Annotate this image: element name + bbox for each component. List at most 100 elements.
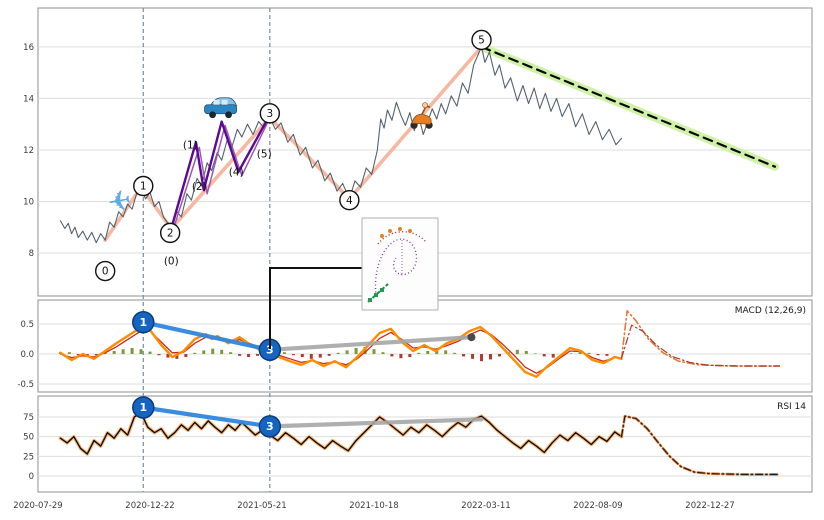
macd-histogram-bar bbox=[542, 354, 546, 357]
subwave-label: (2) bbox=[192, 181, 207, 193]
y-tick-label: 0 bbox=[29, 472, 34, 482]
macd-histogram-bar bbox=[112, 351, 116, 355]
macd-histogram-bar bbox=[578, 352, 582, 355]
rsi-trend-gray bbox=[267, 417, 484, 429]
macd-histogram-bar bbox=[336, 352, 340, 355]
y-tick-label: 75 bbox=[23, 413, 34, 423]
macd-histogram-bar bbox=[130, 348, 134, 355]
x-tick-label: 2022-08-09 bbox=[573, 501, 622, 511]
macd-histogram-bar bbox=[76, 354, 80, 356]
airplane-glyph: ✈ bbox=[105, 183, 134, 220]
rsi-line bbox=[59, 412, 623, 455]
wave-marker-2 bbox=[159, 222, 181, 244]
macd-histogram-bar bbox=[157, 354, 161, 356]
subwave-alt bbox=[172, 116, 271, 230]
wave-marker-label: 0 bbox=[102, 266, 109, 278]
macd-histogram-bar bbox=[220, 349, 224, 355]
macd-histogram-bar bbox=[318, 354, 322, 358]
macd-histogram-bar bbox=[256, 354, 260, 356]
y-tick-label: 50 bbox=[23, 433, 34, 443]
airplane-icon: ✈ bbox=[105, 183, 134, 220]
y-tick-label: 16 bbox=[23, 43, 34, 53]
macd-histogram-bar bbox=[444, 350, 448, 355]
scooter-icon bbox=[410, 102, 433, 129]
macd-histogram-bar bbox=[229, 352, 233, 355]
macd-histogram-bar bbox=[488, 354, 492, 360]
macd-histogram-bar bbox=[524, 351, 528, 355]
macd-histogram-bar bbox=[166, 354, 170, 358]
wave-marker-label: 3 bbox=[266, 108, 273, 120]
wave-marker-4 bbox=[339, 189, 360, 211]
macd-histogram-bar bbox=[587, 352, 591, 355]
macd-histogram-bar bbox=[426, 351, 430, 355]
macd-histogram-bar bbox=[471, 354, 475, 359]
macd-histogram-bar bbox=[67, 352, 71, 355]
y-tick-label: 12 bbox=[23, 146, 34, 156]
wave-marker-label: 5 bbox=[478, 35, 485, 47]
y-tick-label: 10 bbox=[23, 197, 34, 207]
macd-trend-end-dot bbox=[467, 333, 476, 342]
macd-histogram-bar bbox=[345, 350, 349, 355]
roller-coaster-inset bbox=[361, 217, 439, 311]
macd-histogram-bar bbox=[327, 354, 331, 356]
macd-histogram-bar bbox=[497, 354, 501, 357]
macd-histogram-bar bbox=[193, 352, 197, 355]
x-tick-label: 2020-12-22 bbox=[125, 501, 174, 511]
macd-point-1 bbox=[132, 310, 155, 334]
macd-histogram-bar bbox=[372, 349, 376, 355]
forecast-dashed bbox=[480, 45, 777, 168]
rsi-point-label: 3 bbox=[266, 420, 274, 433]
macd-histogram-bar bbox=[515, 349, 519, 355]
macd-histogram-bar bbox=[417, 352, 421, 355]
subwave-label: (4) bbox=[229, 167, 244, 179]
macd-point-label: 3 bbox=[266, 343, 274, 356]
wave-marker-0 bbox=[94, 260, 116, 282]
rsi-trend-blue bbox=[141, 405, 272, 429]
signal-forecast bbox=[620, 324, 781, 367]
macd-histogram-bar bbox=[238, 354, 242, 356]
macd-histogram-bar bbox=[390, 354, 394, 357]
subwave-main bbox=[170, 117, 269, 230]
macd-histogram-bar bbox=[175, 354, 179, 359]
car-icon bbox=[204, 97, 238, 119]
y-tick-label: 8 bbox=[29, 249, 34, 259]
y-tick-label: 25 bbox=[23, 452, 34, 462]
macd-histogram-bar bbox=[121, 349, 125, 355]
macd-histogram-bar bbox=[408, 354, 412, 358]
macd-histogram-bar bbox=[453, 352, 457, 355]
macd-histogram-bar bbox=[399, 354, 403, 359]
macd-histogram-bar bbox=[309, 354, 313, 359]
macd-histogram-bar bbox=[291, 354, 295, 356]
inset-connector-line bbox=[269, 267, 362, 349]
macd-histogram-bar bbox=[596, 354, 600, 356]
rsi-point-1 bbox=[132, 396, 155, 419]
macd-histogram-bar bbox=[211, 348, 215, 355]
y-tick-label: -0.5 bbox=[17, 380, 34, 390]
macd-histogram-bar bbox=[184, 354, 188, 358]
wave-marker-5 bbox=[471, 29, 492, 51]
rsi-point-3 bbox=[258, 415, 282, 438]
y-tick-label: 14 bbox=[23, 94, 34, 104]
macd-trend-gray bbox=[267, 335, 474, 352]
macd-histogram-bar bbox=[139, 349, 143, 355]
x-tick-label: 2021-05-21 bbox=[237, 501, 286, 511]
macd-trend-blue bbox=[141, 320, 272, 352]
rsi-forecast bbox=[620, 415, 780, 475]
macd-histogram-bar bbox=[247, 354, 251, 358]
subwave-label: (0) bbox=[164, 256, 179, 268]
macd-histogram-bar bbox=[462, 354, 466, 357]
macd-histogram-bar bbox=[605, 354, 609, 356]
macd-histogram-bar bbox=[480, 354, 484, 362]
y-tick-label: 0.0 bbox=[20, 350, 34, 360]
macd-histogram-bar bbox=[551, 354, 555, 358]
macd-histogram-bar bbox=[533, 353, 537, 355]
macd-histogram-bar bbox=[354, 348, 358, 355]
macd-histogram-bar bbox=[381, 352, 385, 355]
wave-marker-1 bbox=[133, 175, 154, 197]
macd-point-label: 1 bbox=[139, 316, 147, 329]
macd-histogram-bar bbox=[363, 346, 367, 355]
x-tick-label: 2021-10-18 bbox=[349, 501, 398, 511]
macd-histogram-bar bbox=[148, 351, 152, 355]
